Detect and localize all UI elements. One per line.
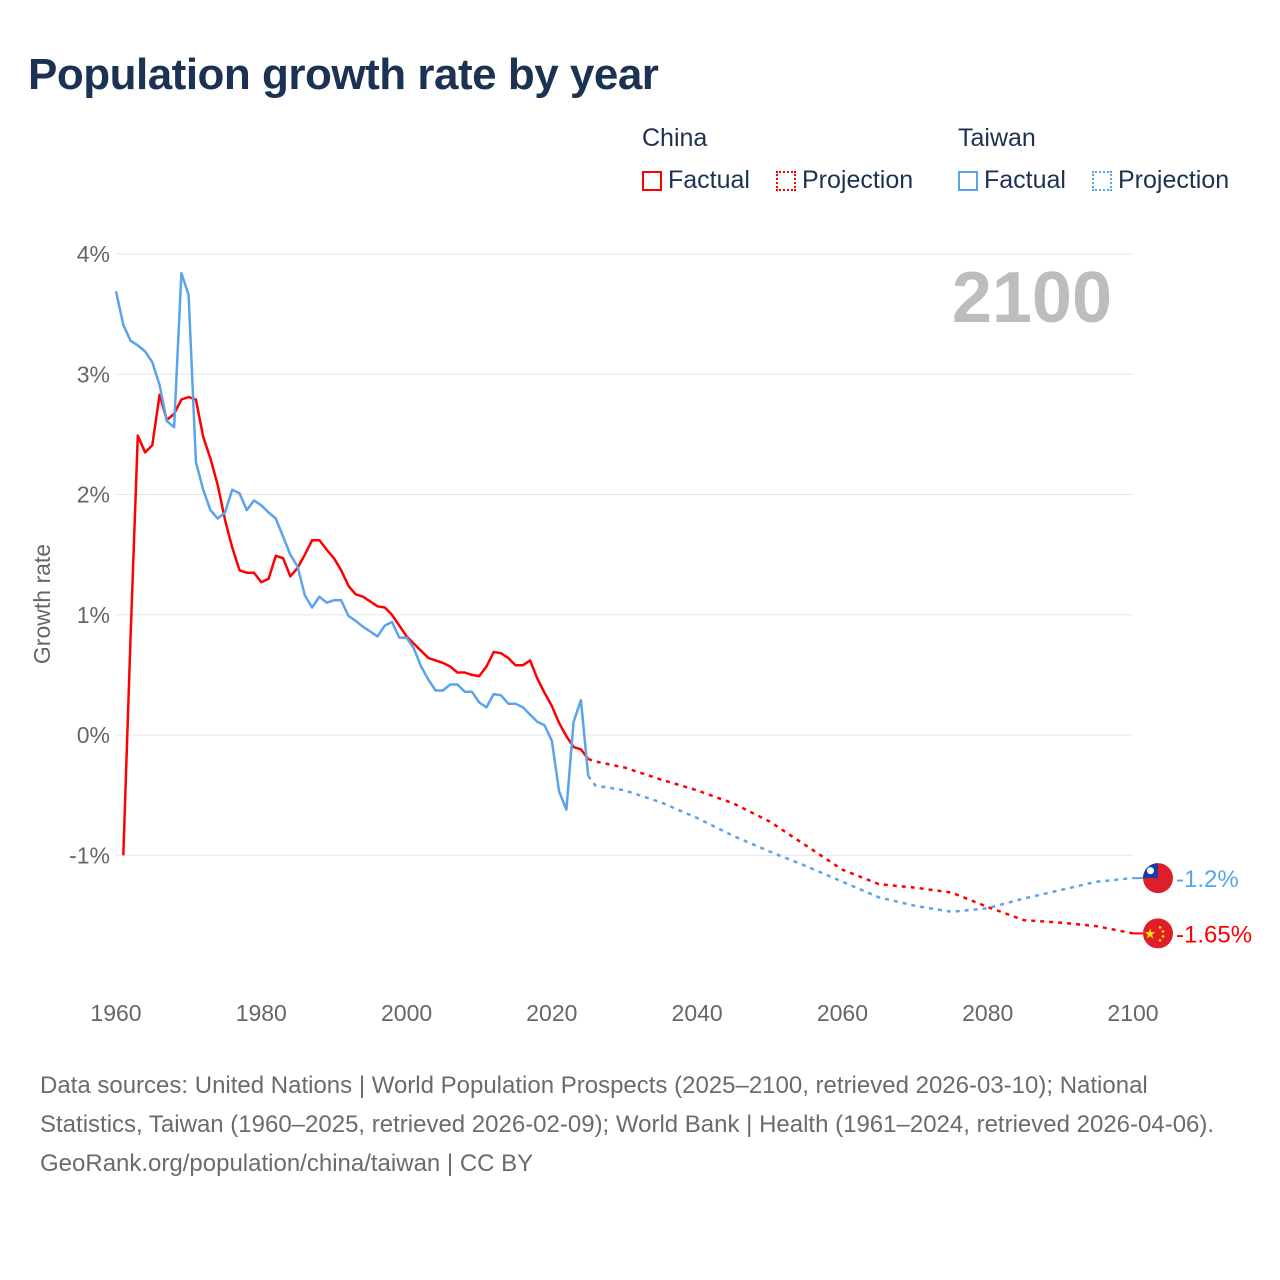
- y-tick-label: 0%: [77, 722, 110, 748]
- data-sources: Data sources: United Nations | World Pop…: [40, 1072, 1215, 1138]
- legend-china-projection[interactable]: Projection: [776, 166, 913, 195]
- taiwan-flag-icon: [1143, 863, 1173, 894]
- legend-group-china: China: [642, 124, 708, 152]
- footer: Data sources: United Nations | World Pop…: [40, 1066, 1250, 1183]
- legend-label: Factual: [984, 166, 1066, 194]
- china-end-value: -1.65%: [1176, 921, 1252, 948]
- taiwan-projection-line: [587, 775, 1134, 914]
- x-tick-label: 1960: [90, 1000, 141, 1026]
- x-tick-label: 2020: [526, 1000, 577, 1026]
- x-tick-label: 2080: [962, 1000, 1013, 1026]
- y-tick-label: 2%: [77, 482, 110, 508]
- flag-field: [1143, 918, 1173, 949]
- taiwan-end-value: -1.2%: [1176, 866, 1239, 893]
- legend-swatch-solid: [958, 170, 978, 191]
- flag-star: ★: [1144, 925, 1157, 941]
- china-projection-line: [587, 757, 1134, 935]
- x-tick-label: 2040: [672, 1000, 723, 1026]
- y-tick-label: 3%: [77, 361, 110, 387]
- x-tick-label: 1980: [236, 1000, 287, 1026]
- x-tick-label: 2100: [1107, 1000, 1158, 1026]
- y-axis-label: Growth rate: [29, 544, 55, 664]
- flag-small-star: [1161, 935, 1165, 938]
- chart-title: Population growth rate by year: [28, 50, 659, 99]
- x-tick-label: 2060: [817, 1000, 868, 1026]
- legend-swatch-dotted: [776, 170, 796, 191]
- flag-small-star: [1161, 930, 1165, 933]
- y-tick-label: 4%: [77, 241, 110, 267]
- flag-small-star: [1158, 926, 1162, 929]
- year-label: 2100: [952, 258, 1112, 338]
- legend-label: Projection: [802, 166, 914, 194]
- legend-taiwan-projection[interactable]: Projection: [1092, 166, 1229, 195]
- legend-swatch-dotted: [1092, 170, 1112, 191]
- flag-sun: [1147, 867, 1154, 875]
- flag-fill: ★: [1143, 918, 1173, 949]
- china-flag-icon: ★: [1143, 918, 1173, 949]
- china-factual-line: [122, 393, 590, 856]
- credit-link[interactable]: GeoRank.org/population/china/taiwan | CC…: [40, 1150, 534, 1177]
- legend-label: Projection: [1118, 166, 1230, 194]
- legend-china-factual[interactable]: Factual: [642, 166, 750, 195]
- legend-group-taiwan: Taiwan: [958, 124, 1036, 152]
- legend-swatch-solid: [642, 170, 662, 191]
- flag-fill: [1143, 863, 1173, 894]
- legend-taiwan-factual[interactable]: Factual: [958, 166, 1066, 195]
- taiwan-factual-line: [114, 271, 590, 811]
- y-tick-label: 1%: [77, 602, 110, 628]
- flag-small-star: [1158, 939, 1162, 942]
- x-tick-label: 2000: [381, 1000, 432, 1026]
- legend-label: Factual: [668, 166, 750, 194]
- y-tick-label: -1%: [69, 842, 110, 868]
